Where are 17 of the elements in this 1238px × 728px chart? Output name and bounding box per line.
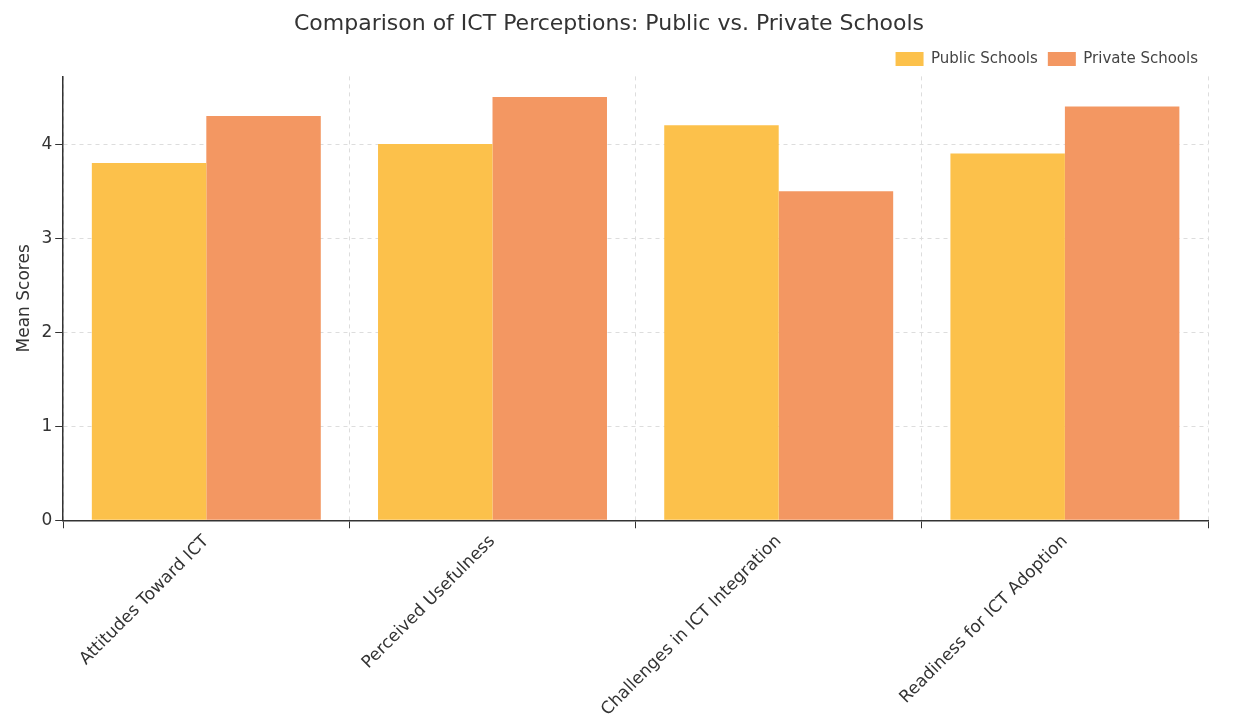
bar <box>1064 106 1180 520</box>
y-tick-label: 0 <box>41 508 53 529</box>
chart-title: Comparison of ICT Perceptions: Public vs. Private Schools <box>293 9 925 35</box>
bar <box>664 125 779 520</box>
bar <box>950 153 1065 520</box>
bar <box>91 162 207 520</box>
bar <box>206 115 321 520</box>
y-tick-label: 2 <box>41 320 53 341</box>
y-tick-label: 3 <box>41 226 53 247</box>
bar <box>492 97 607 520</box>
legend-label: Public Schools <box>931 48 1039 67</box>
bar <box>778 191 894 520</box>
y-axis-title: Mean Scores <box>12 244 33 353</box>
legend-label: Private Schools <box>1083 48 1199 67</box>
y-tick-label: 1 <box>41 414 53 435</box>
bar <box>378 144 493 520</box>
y-tick-label: 4 <box>41 132 53 153</box>
